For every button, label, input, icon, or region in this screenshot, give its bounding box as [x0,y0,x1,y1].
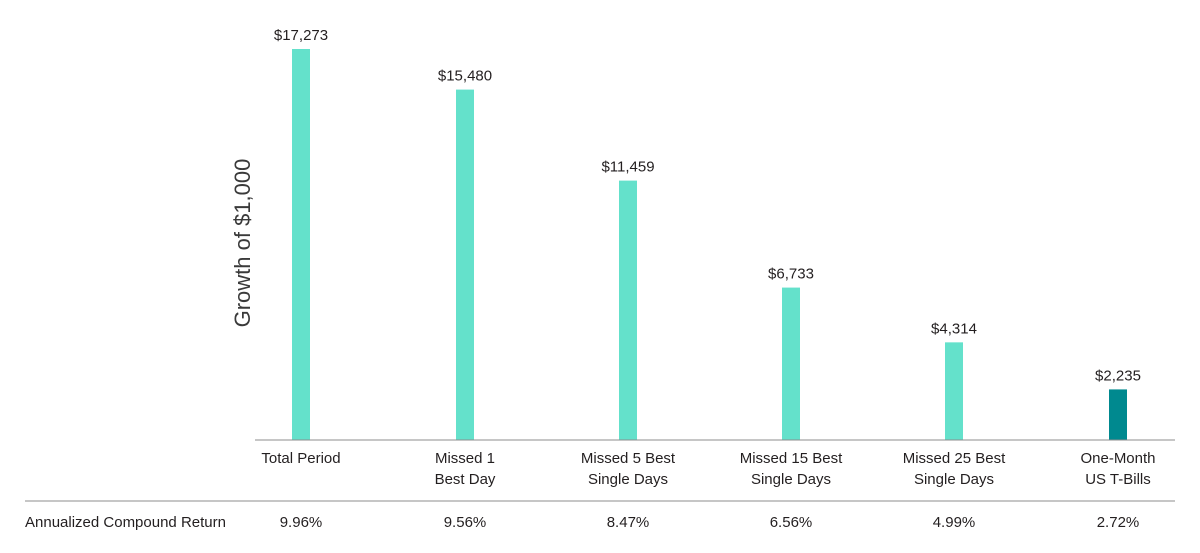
category-label-1-line-1: Best Day [435,471,496,488]
return-value-5: 2.72% [1097,514,1140,531]
category-label-0-line-0: Total Period [261,450,340,467]
category-labels: Total Period Missed 1 Best Day Missed 5 Bes… [261,450,1155,488]
returns-row-label: Annualized Compound Return [25,514,226,531]
bar-5 [1109,389,1127,440]
bars-group: $17,273 $15,480 $11,459 $6,733 $4,314 $2,235 [274,27,1141,440]
return-value-4: 4.99% [933,514,976,531]
category-label-2-line-0: Missed 5 Best [581,450,676,467]
y-axis-label: Growth of $1,000 [230,159,255,328]
bar-1 [456,89,474,440]
return-value-3: 6.56% [770,514,813,531]
bar-3 [782,287,800,440]
bar-value-label-4: $4,314 [931,320,977,337]
category-label-1-line-0: Missed 1 [435,450,495,467]
bar-value-label-0: $17,273 [274,27,328,44]
category-label-2-line-1: Single Days [588,471,668,488]
returns-row: 9.96% 9.56% 8.47% 6.56% 4.99% 2.72% [280,514,1140,531]
category-label-3-line-0: Missed 15 Best [740,450,843,467]
category-label-5-line-0: One-Month [1080,450,1155,467]
bar-value-label-1: $15,480 [438,68,492,85]
return-value-1: 9.56% [444,514,487,531]
bar-value-label-2: $11,459 [601,159,654,176]
category-label-5-line-1: US T-Bills [1085,471,1151,488]
bar-value-label-5: $2,235 [1095,367,1141,384]
return-value-0: 9.96% [280,514,323,531]
bar-0 [292,49,310,440]
bar-2 [619,180,637,440]
category-label-3-line-1: Single Days [751,471,831,488]
bar-value-label-3: $6,733 [768,266,814,283]
category-label-4-line-1: Single Days [914,471,994,488]
bar-4 [945,342,963,440]
return-value-2: 8.47% [607,514,650,531]
category-label-4-line-0: Missed 25 Best [903,450,1006,467]
